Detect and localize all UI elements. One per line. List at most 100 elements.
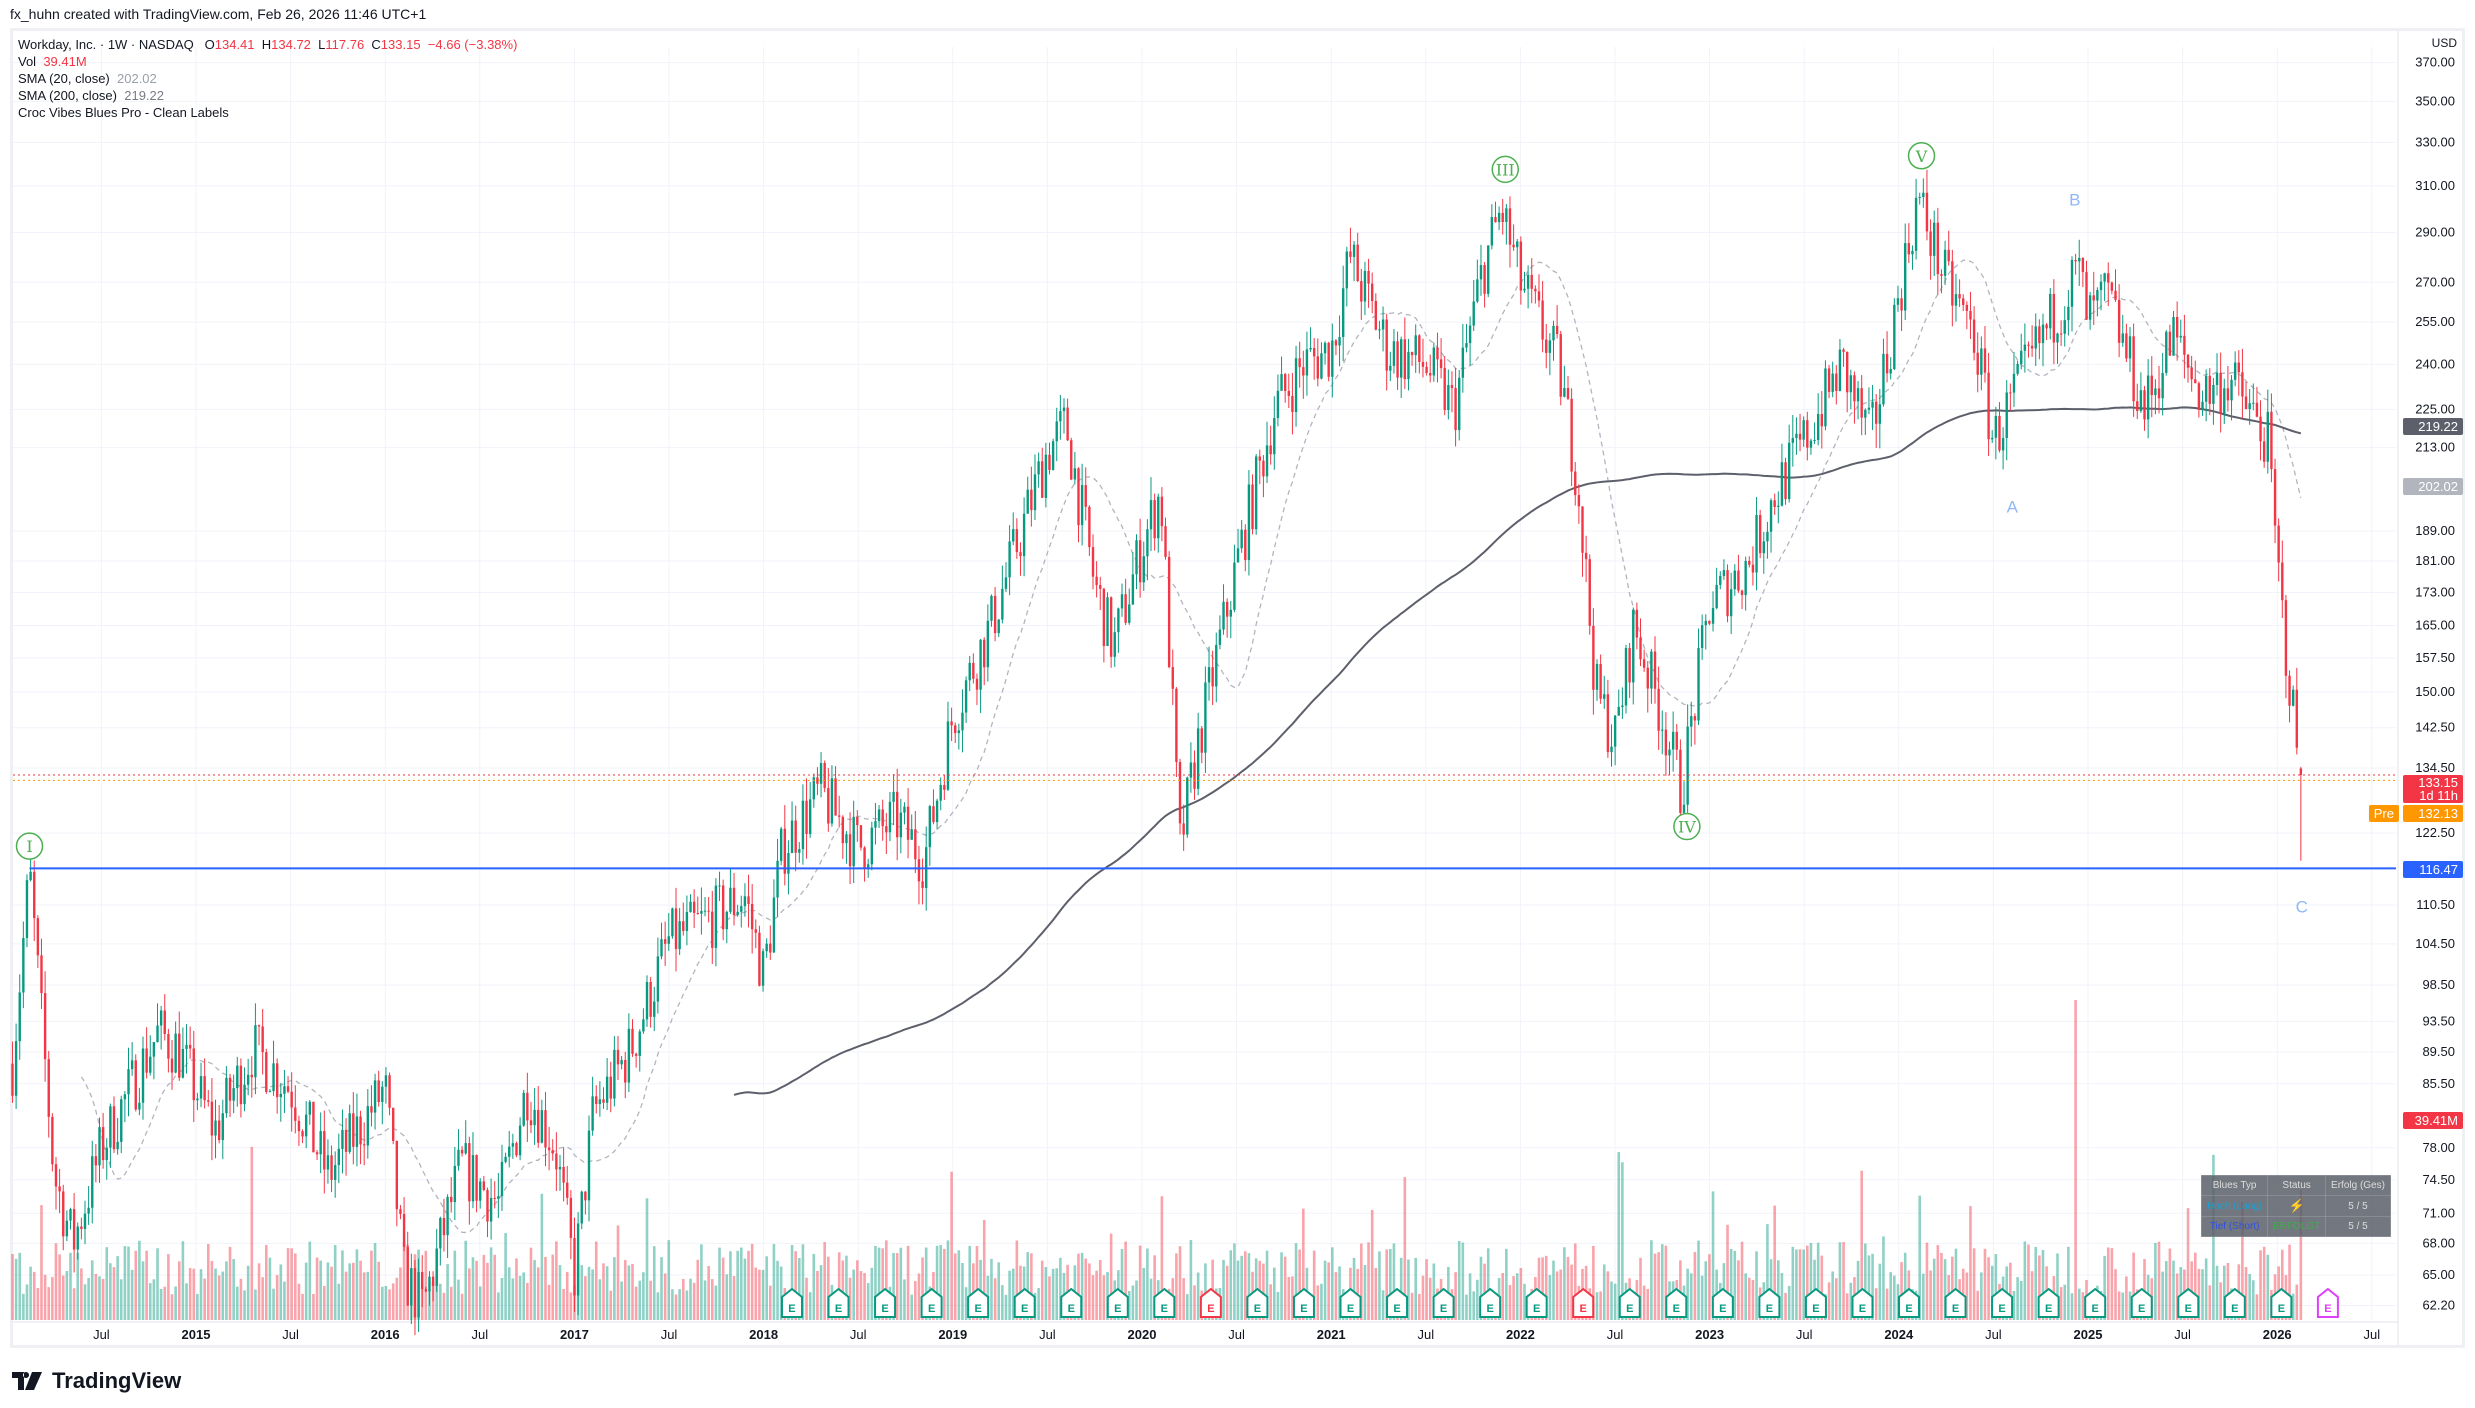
candle-body xyxy=(993,595,997,634)
candle-body xyxy=(460,1149,464,1154)
candle-body xyxy=(877,809,881,822)
price-axis-label: 134.50 xyxy=(2415,760,2455,775)
volume-bar xyxy=(1142,1267,1146,1320)
earnings-icon-label: E xyxy=(1300,1303,1307,1315)
candle-body xyxy=(435,1248,438,1286)
volume-bar xyxy=(214,1268,217,1320)
candle-body xyxy=(1842,349,1845,352)
earnings-icon-label: E xyxy=(1021,1303,1028,1315)
time-axis-label: 2015 xyxy=(182,1327,211,1342)
candle-body xyxy=(272,1063,275,1092)
candle-body xyxy=(497,1196,500,1199)
symbol-title[interactable]: Workday, Inc. · 1W · NASDAQ xyxy=(18,37,194,52)
candle-body xyxy=(587,1130,591,1201)
candle-body xyxy=(1458,377,1461,431)
candle-body xyxy=(337,1148,341,1166)
volume-bar xyxy=(2164,1261,2168,1320)
time-axis-label: Jul xyxy=(1607,1327,1624,1342)
sma20-row[interactable]: SMA (20, close) 202.02 xyxy=(18,70,517,87)
volume-bar xyxy=(1102,1275,1106,1320)
sma200-row[interactable]: SMA (200, close) 219.22 xyxy=(18,87,517,104)
volume-bar xyxy=(460,1293,464,1320)
candle-body xyxy=(399,1209,402,1215)
candle-body xyxy=(1468,325,1472,344)
candle-body xyxy=(743,896,747,907)
volume-bar xyxy=(1519,1268,1523,1320)
candle-body xyxy=(2114,290,2117,300)
candle-body xyxy=(1414,335,1417,356)
volume-bar xyxy=(65,1271,69,1320)
volume-bar xyxy=(950,1171,953,1320)
volume-bar xyxy=(2070,1293,2074,1320)
volume-bar xyxy=(127,1246,130,1320)
volume-bar xyxy=(399,1267,402,1320)
volume-bar xyxy=(1160,1196,1164,1320)
candle-body xyxy=(178,1033,181,1078)
candle-body xyxy=(1146,529,1149,557)
candle-body xyxy=(928,806,932,848)
candle-body xyxy=(1033,474,1037,511)
volume-bar xyxy=(1323,1260,1327,1320)
volume-row[interactable]: Vol 39.41M xyxy=(18,53,517,70)
volume-bar xyxy=(1729,1248,1733,1320)
volume-bar xyxy=(1008,1270,1011,1320)
candle-body xyxy=(254,1025,257,1078)
volume-bar xyxy=(1175,1253,1178,1320)
candle-body xyxy=(457,1149,460,1166)
candle-body xyxy=(366,1106,370,1146)
candle-body xyxy=(261,1026,264,1053)
candle-body xyxy=(51,1116,54,1165)
volume-bar xyxy=(446,1264,449,1320)
volume-bar xyxy=(185,1283,188,1320)
candle-body xyxy=(2117,299,2121,343)
candle-body xyxy=(482,1181,486,1190)
volume-bar xyxy=(377,1261,380,1320)
volume-bar xyxy=(2241,1202,2244,1320)
wave-label-III: III xyxy=(1496,160,1515,179)
candle-body xyxy=(1276,390,1280,419)
volume-bar xyxy=(1544,1255,1548,1320)
candle-body xyxy=(2244,396,2248,410)
volume-bar xyxy=(1686,1268,1689,1320)
candle-body xyxy=(961,712,964,731)
price-axis-label: 189.00 xyxy=(2415,523,2455,538)
volume-bar xyxy=(703,1280,707,1320)
time-axis-label: 2020 xyxy=(1128,1327,1157,1342)
currency-label[interactable]: USD xyxy=(2431,36,2457,50)
volume-bar xyxy=(326,1262,330,1320)
candle-body xyxy=(917,859,921,882)
volume-bar xyxy=(1639,1257,1642,1320)
candle-body xyxy=(1617,706,1620,716)
volume-bar xyxy=(1766,1224,1769,1320)
time-axis-label: Jul xyxy=(1228,1327,1245,1342)
candle-body xyxy=(149,1056,152,1073)
candle-body xyxy=(1904,243,1907,311)
earnings-icon xyxy=(874,1287,897,1318)
volume-bar xyxy=(1454,1272,1457,1320)
candle-body xyxy=(881,809,884,827)
volume-bar xyxy=(272,1288,275,1320)
volume-bar xyxy=(348,1263,351,1320)
volume-bar xyxy=(1900,1262,1903,1320)
candle-body xyxy=(2078,257,2081,262)
volume-bar xyxy=(562,1288,565,1320)
candle-body xyxy=(1327,342,1330,377)
volume-bar xyxy=(1316,1285,1320,1320)
candle-body xyxy=(381,1086,384,1103)
indicator-row[interactable]: Croc Vibes Blues Pro - Clean Labels xyxy=(18,104,517,121)
volume-bar xyxy=(1294,1243,1298,1320)
candle-body xyxy=(1893,304,1896,370)
earnings-icon xyxy=(827,1287,850,1318)
volume-bar xyxy=(362,1272,366,1320)
candle-body xyxy=(1091,547,1095,577)
volume-bar xyxy=(765,1256,768,1320)
tradingview-logo[interactable]: TradingView xyxy=(12,1368,181,1394)
candle-body xyxy=(413,1268,417,1318)
volume-bar xyxy=(1298,1249,1301,1320)
price-axis-label: 65.00 xyxy=(2422,1267,2455,1282)
blues-row-status: ⚡ xyxy=(2267,1195,2327,1217)
volume-bar xyxy=(1555,1271,1559,1320)
volume-bar xyxy=(36,1287,40,1320)
earnings-icon xyxy=(2223,1287,2246,1318)
